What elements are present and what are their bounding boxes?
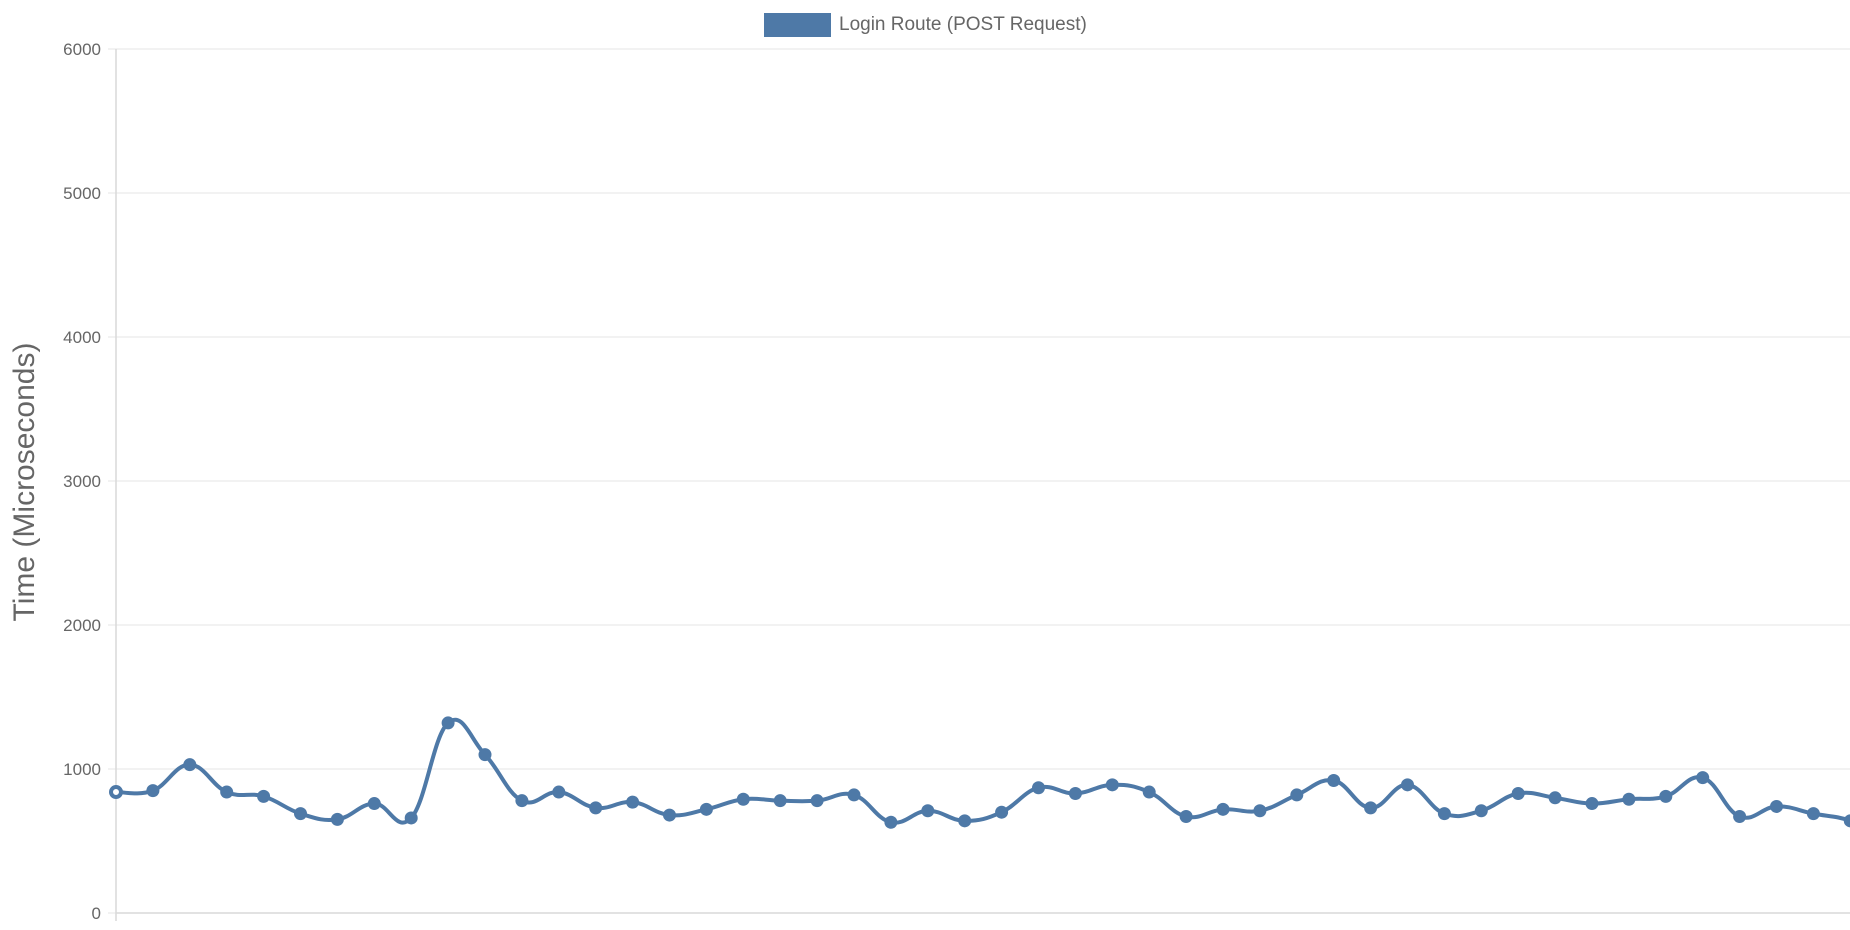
data-point[interactable] — [1068, 786, 1082, 800]
data-point[interactable] — [1474, 804, 1488, 818]
data-point[interactable] — [257, 789, 271, 803]
data-point[interactable] — [1179, 810, 1193, 824]
data-point[interactable] — [1511, 786, 1525, 800]
y-tick-label: 5000 — [63, 184, 101, 203]
y-tick-label: 0 — [92, 904, 101, 923]
data-point[interactable] — [330, 812, 344, 826]
data-points — [109, 716, 1850, 829]
y-tick-label: 3000 — [63, 472, 101, 491]
data-point[interactable] — [1327, 774, 1341, 788]
data-point[interactable] — [146, 784, 160, 798]
data-point[interactable] — [294, 807, 307, 821]
data-point[interactable] — [1622, 792, 1636, 806]
series-line — [114, 718, 1850, 825]
y-tick-label: 1000 — [63, 760, 101, 779]
data-point[interactable] — [1806, 807, 1820, 821]
grid — [108, 48, 1850, 914]
data-point[interactable] — [515, 794, 529, 808]
legend-swatch — [764, 13, 831, 37]
data-point[interactable] — [478, 748, 492, 762]
data-point[interactable] — [663, 808, 676, 822]
y-tick-label: 2000 — [63, 616, 101, 635]
data-point[interactable] — [1437, 807, 1451, 821]
data-point[interactable] — [995, 805, 1009, 819]
data-point[interactable] — [1401, 778, 1414, 792]
y-tick-label: 6000 — [63, 40, 101, 59]
data-point[interactable] — [1364, 801, 1378, 815]
data-point[interactable] — [183, 758, 197, 772]
data-point[interactable] — [1585, 797, 1599, 811]
data-point[interactable] — [1290, 788, 1304, 802]
data-point[interactable] — [699, 802, 713, 816]
data-point[interactable] — [1253, 804, 1267, 818]
data-point[interactable] — [1216, 802, 1230, 816]
data-point[interactable] — [1843, 814, 1850, 828]
data-point[interactable] — [404, 811, 418, 825]
data-point[interactable] — [1770, 799, 1783, 813]
data-point[interactable] — [220, 785, 234, 799]
data-point[interactable] — [884, 815, 898, 829]
data-point[interactable] — [773, 794, 787, 808]
data-point[interactable] — [1696, 771, 1710, 785]
data-point[interactable] — [1032, 781, 1045, 795]
data-point[interactable] — [1733, 810, 1747, 824]
legend-label: Login Route (POST Request) — [839, 14, 1087, 35]
data-point[interactable] — [736, 792, 750, 806]
data-point[interactable] — [589, 801, 603, 815]
data-point[interactable] — [847, 788, 861, 802]
data-point[interactable] — [1105, 778, 1119, 792]
y-axis-title: Time (Microseconds) — [8, 343, 41, 622]
y-tick-label: 4000 — [63, 328, 101, 347]
data-point[interactable] — [810, 794, 824, 808]
data-point[interactable] — [1548, 791, 1562, 805]
data-point[interactable] — [921, 804, 935, 818]
plot-area — [109, 716, 1850, 829]
data-point[interactable] — [367, 797, 381, 811]
data-point[interactable] — [1142, 785, 1156, 799]
data-point[interactable] — [1659, 789, 1673, 803]
data-point[interactable] — [109, 785, 123, 800]
data-point[interactable] — [441, 716, 455, 730]
data-point[interactable] — [958, 814, 972, 828]
legend[interactable]: Login Route (POST Request) — [764, 13, 1087, 37]
data-point[interactable] — [552, 785, 566, 799]
data-point[interactable] — [626, 795, 640, 809]
y-axis-ticks: 0 1000 2000 3000 4000 5000 6000 — [63, 40, 101, 923]
